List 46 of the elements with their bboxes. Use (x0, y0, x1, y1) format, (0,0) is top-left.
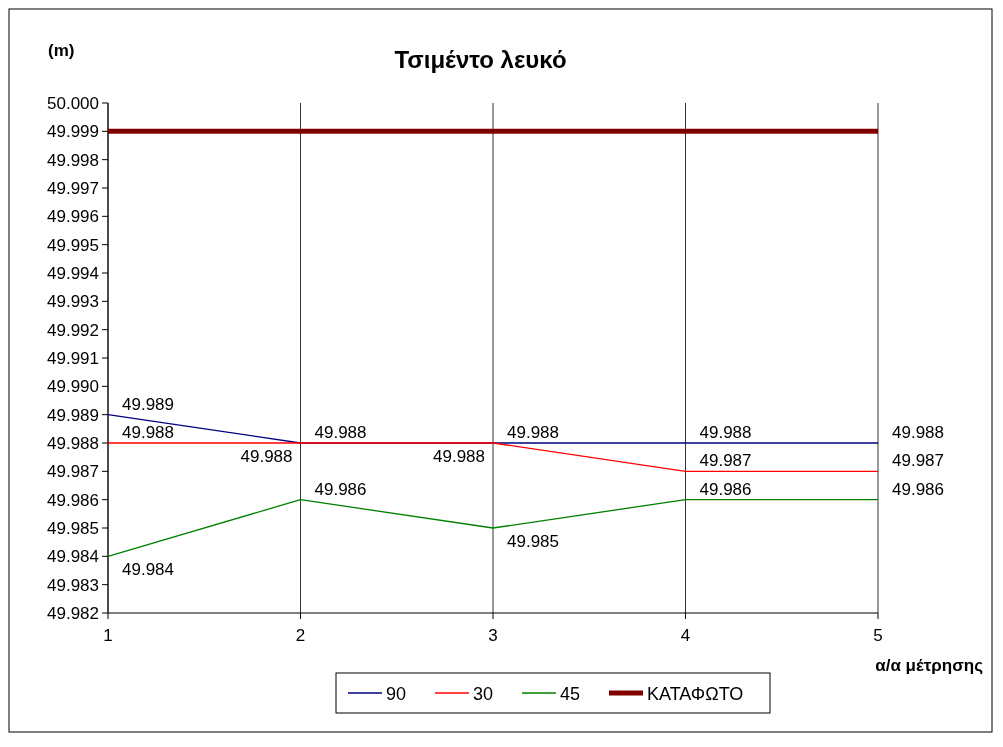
data-label: 49.986 (314, 479, 367, 499)
y-tick-label: 49.988 (47, 434, 99, 453)
y-tick-label: 49.992 (47, 320, 99, 340)
data-label: 49.986 (892, 479, 944, 499)
x-axis-title: α/α μέτρησης (875, 656, 984, 675)
y-tick-label: 49.995 (47, 235, 99, 255)
y-tick-label: 49.982 (47, 604, 99, 623)
data-label: 49.988 (433, 447, 485, 466)
legend-label: ΚΑΤΑΦΩΤΟ (647, 684, 744, 704)
y-tick-label: 49.997 (47, 179, 99, 198)
y-tick-label: 49.990 (47, 377, 99, 397)
y-tick-label: 49.998 (47, 150, 99, 170)
data-label: 49.988 (892, 423, 944, 442)
data-label: 49.987 (699, 451, 752, 471)
y-tick-label: 50.000 (47, 94, 99, 113)
legend-label: 30 (473, 684, 494, 704)
y-tick-label: 49.985 (47, 519, 99, 538)
y-tick-label: 49.989 (47, 405, 99, 425)
x-tick-label: 5 (873, 626, 883, 645)
y-tick-label: 49.987 (47, 462, 99, 482)
data-label: 49.987 (892, 451, 944, 471)
data-label: 49.984 (122, 560, 174, 580)
y-tick-label: 49.999 (47, 122, 99, 142)
y-tick-label: 49.983 (47, 575, 99, 595)
data-label: 49.988 (699, 423, 752, 442)
y-axis-title: (m) (48, 41, 75, 60)
y-tick-label: 49.996 (47, 207, 99, 227)
y-tick-label: 49.994 (47, 264, 99, 283)
data-label: 49.989 (122, 394, 174, 414)
x-tick-label: 3 (488, 626, 498, 645)
data-label: 49.988 (122, 423, 174, 442)
x-tick-label: 4 (680, 626, 691, 645)
data-label: 49.986 (699, 479, 752, 499)
chart-title: Τσιμέντο λευκό (394, 46, 567, 73)
y-tick-label: 49.991 (47, 349, 99, 368)
data-label: 49.988 (507, 423, 559, 442)
y-tick-label: 49.986 (47, 490, 99, 510)
x-tick-label: 1 (103, 626, 113, 645)
x-tick-label: 2 (295, 626, 306, 645)
data-label: 49.988 (314, 423, 367, 442)
y-tick-label: 49.984 (47, 547, 99, 567)
legend-label: 45 (560, 684, 581, 704)
data-label: 49.985 (507, 532, 559, 551)
data-label: 49.988 (240, 447, 293, 466)
y-tick-label: 49.993 (47, 292, 99, 312)
legend-label: 90 (386, 684, 407, 704)
